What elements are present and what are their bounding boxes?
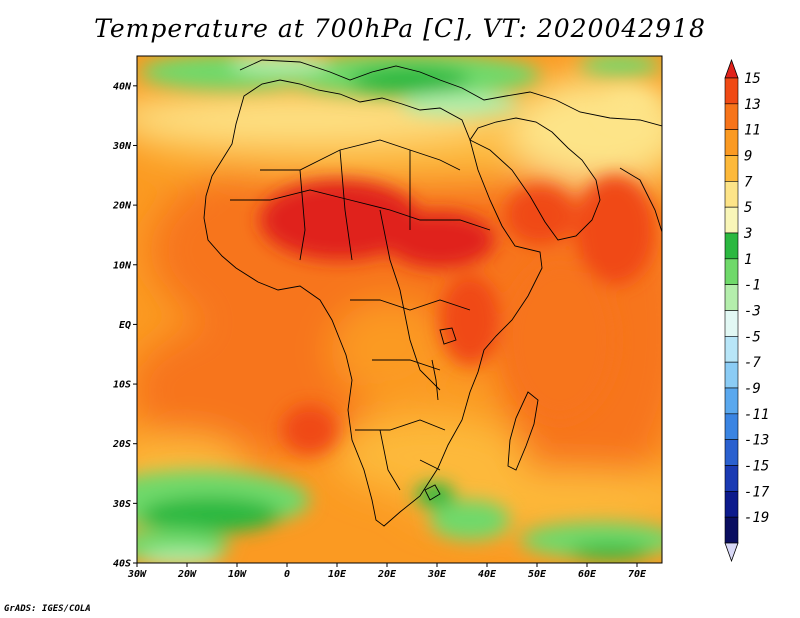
temperature-field (137, 56, 662, 563)
x-tick-label: 40E (478, 569, 497, 580)
colorbar-label: 9 (744, 149, 752, 165)
plot-frame (136, 55, 663, 564)
x-tick-label: 10E (328, 569, 347, 580)
x-tick-label: 30E (427, 569, 447, 580)
y-tick-label: 20N (112, 201, 132, 212)
colorbar-swatch (724, 232, 739, 260)
africa-coastline (203, 79, 543, 527)
colorbar-swatch (724, 103, 739, 130)
lesotho-outline (424, 484, 441, 501)
madagascar-coastline (507, 391, 539, 471)
border-southern-africa (355, 419, 446, 491)
colorbar: 15 13 11 9 7 5 3 1 -1 -3 -5 -7 -9 -11 -13 -15 -17 -19 (724, 58, 770, 563)
colorbar-swatch (724, 129, 739, 156)
y-tick-label: 10N (113, 260, 132, 271)
colorbar-swatch (724, 465, 739, 492)
colorbar-swatch (724, 516, 739, 544)
colorbar-swatch (724, 361, 739, 389)
field-broad-zones (137, 75, 662, 530)
colorbar-swatch (724, 491, 739, 518)
europe-coastline (239, 59, 557, 101)
border-central-africa (350, 289, 471, 391)
colorbar-swatch (724, 439, 739, 466)
colorbar-label: -7 (744, 355, 761, 371)
colorbar-label: -5 (744, 329, 761, 345)
lake-victoria (439, 327, 457, 345)
lake-tanganyika (431, 359, 439, 401)
coastlines (203, 59, 662, 527)
colorbar-label: 1 (744, 252, 752, 268)
y-tick-label: 30N (112, 141, 132, 152)
x-tick-label: 30W (127, 569, 147, 580)
colorbar-label: 5 (744, 200, 752, 216)
y-tick-label: 10S (113, 380, 131, 391)
colorbar-label: -9 (744, 381, 761, 397)
colorbar-label: 13 (744, 97, 761, 113)
colorbar-label: 7 (744, 174, 753, 190)
india-coastline (619, 167, 662, 233)
colorbar-label: -11 (744, 407, 769, 423)
x-tick-label: 60E (578, 569, 597, 580)
colorbar-label: 3 (743, 226, 752, 242)
arabia-coastline (469, 117, 601, 241)
x-tick-label: 20W (177, 569, 197, 580)
colorbar-swatch (724, 336, 739, 363)
grads-credit: GrADS: IGES/COLA (4, 604, 91, 614)
field-detail-zones (137, 56, 662, 563)
colorbar-swatch (724, 181, 739, 208)
colorbar-bottom-arrow (724, 542, 739, 563)
colorbar-label: -13 (744, 433, 769, 449)
border-sahel (230, 189, 491, 231)
colorbar-label: -1 (744, 278, 761, 294)
y-tick-label: 30S (112, 499, 131, 510)
colorbar-label: 15 (744, 71, 761, 87)
colorbar-swatch (724, 206, 739, 234)
border-west-africa (299, 149, 411, 291)
x-tick-label: 70E (628, 569, 647, 580)
y-axis: 40N 30N 20N 10N EQ 10S 20S 30S 40S (112, 81, 137, 570)
colorbar-top-arrow (724, 58, 739, 79)
colorbar-swatch (724, 77, 739, 105)
chart-title: Temperature at 700hPa [C], VT: 202004291… (94, 14, 706, 43)
x-tick-label: 20E (377, 569, 397, 580)
colorbar-swatch (724, 284, 739, 311)
colorbar-swatch (724, 413, 739, 440)
colorbar-label: -3 (744, 304, 761, 320)
y-tick-label: 20S (112, 439, 131, 450)
y-tick-label: EQ (119, 320, 131, 331)
colorbar-swatch (724, 310, 739, 337)
x-axis: 30W 20W 10W 0 10E 20E 30E 40E 50E 60E 70E (127, 563, 647, 580)
x-tick-label: 10W (228, 569, 247, 580)
colorbar-label: -15 (744, 459, 769, 475)
y-tick-label: 40N (113, 81, 132, 92)
colorbar-swatch (724, 387, 739, 415)
asia-coastline (555, 99, 662, 127)
colorbar-label: -19 (744, 510, 769, 526)
colorbar-label: -17 (744, 484, 770, 500)
y-tick-label: 40S (113, 559, 131, 570)
colorbar-swatch (724, 258, 739, 285)
colorbar-label: 11 (744, 123, 761, 139)
x-tick-label: 50E (528, 569, 547, 580)
x-tick-label: 0 (284, 569, 290, 580)
colorbar-swatch (724, 155, 739, 182)
